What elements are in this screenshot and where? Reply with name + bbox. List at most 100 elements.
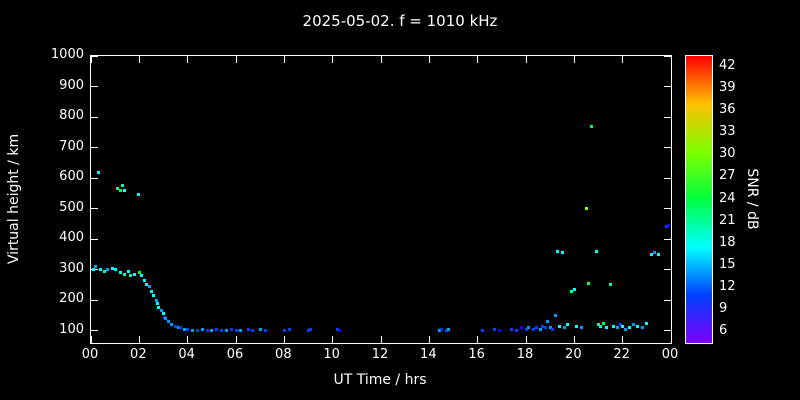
x-tick-mark <box>477 336 479 343</box>
data-point <box>605 326 609 330</box>
x-tick-mark <box>525 56 527 63</box>
x-tick-mark <box>573 336 575 343</box>
data-point <box>531 327 535 331</box>
data-point <box>182 327 186 331</box>
data-point <box>447 327 451 331</box>
x-tick-mark <box>573 56 575 63</box>
plot-area <box>90 55 672 344</box>
data-point <box>220 329 223 333</box>
data-point <box>142 278 146 282</box>
data-point <box>551 327 555 331</box>
x-tick-mark <box>380 56 382 63</box>
data-point <box>157 306 161 310</box>
colorbar-tick-label: 15 <box>719 256 736 272</box>
colorbar-tick-label: 18 <box>719 234 736 250</box>
data-point <box>106 268 110 272</box>
data-point <box>481 329 484 333</box>
data-point <box>210 329 214 333</box>
chart-title: 2025-05-02. f = 1010 kHz <box>302 12 498 30</box>
data-point <box>174 324 178 328</box>
y-tick-label: 400 <box>59 230 84 246</box>
data-point <box>126 269 130 273</box>
data-point <box>570 289 574 293</box>
data-point <box>137 271 141 275</box>
data-point <box>123 188 127 192</box>
data-point <box>170 323 174 327</box>
data-point <box>186 327 190 331</box>
x-tick-label: 22 <box>613 347 630 362</box>
data-point <box>166 320 170 324</box>
data-point <box>444 329 448 333</box>
x-tick-mark <box>525 336 527 343</box>
y-tick-mark <box>664 177 671 179</box>
data-point <box>205 329 209 333</box>
data-point <box>558 324 562 328</box>
data-point <box>599 324 603 328</box>
x-tick-mark <box>332 336 334 343</box>
y-tick-mark <box>91 299 98 301</box>
data-point <box>541 324 545 328</box>
data-point <box>553 314 557 318</box>
x-tick-mark <box>235 56 237 63</box>
data-point <box>514 329 518 333</box>
colorbar-tick-label: 6 <box>719 322 728 338</box>
y-tick-mark <box>664 147 671 149</box>
data-point <box>129 274 133 278</box>
data-point <box>111 266 115 270</box>
data-point <box>609 283 613 287</box>
data-point <box>258 327 262 331</box>
x-tick-mark <box>670 56 672 63</box>
data-point <box>623 327 627 331</box>
y-tick-label: 300 <box>59 260 84 276</box>
data-point <box>572 288 576 292</box>
data-point <box>118 271 122 275</box>
y-tick-mark <box>91 86 98 88</box>
y-tick-label: 900 <box>59 77 84 93</box>
x-tick-label: 00 <box>661 347 679 362</box>
data-point <box>136 193 140 197</box>
y-tick-mark <box>91 116 98 118</box>
colorbar-tick-label: 33 <box>719 124 736 140</box>
data-point <box>667 223 671 227</box>
data-point <box>178 326 182 330</box>
data-point <box>611 324 615 328</box>
x-tick-label: 06 <box>226 347 244 362</box>
data-point <box>657 252 661 256</box>
y-tick-mark <box>664 269 671 271</box>
y-tick-label: 600 <box>59 169 84 185</box>
x-tick-mark <box>428 56 430 63</box>
x-tick-mark <box>380 336 382 343</box>
data-point <box>594 249 598 253</box>
data-point <box>96 170 100 174</box>
colorbar-tick-label: 30 <box>719 146 736 162</box>
colorbar-tick-label: 12 <box>719 278 736 294</box>
data-point <box>632 323 636 327</box>
data-point <box>307 329 310 333</box>
x-tick-mark <box>90 56 92 63</box>
data-point <box>145 283 149 287</box>
colorbar-tick-label: 21 <box>719 212 736 228</box>
data-point <box>162 312 165 316</box>
data-point <box>526 326 530 330</box>
data-point <box>628 326 632 330</box>
x-tick-mark <box>138 336 140 343</box>
data-point <box>597 323 600 327</box>
x-tick-mark <box>477 56 479 63</box>
data-point <box>159 309 163 313</box>
data-point <box>147 285 151 289</box>
x-tick-mark <box>138 56 140 63</box>
y-tick-label: 800 <box>59 108 84 124</box>
x-tick-mark <box>235 336 237 343</box>
data-point <box>548 326 552 330</box>
data-point <box>91 268 95 272</box>
y-tick-mark <box>91 177 98 179</box>
data-point <box>224 329 228 333</box>
data-point <box>575 324 579 328</box>
x-tick-mark <box>332 56 334 63</box>
x-tick-label: 18 <box>516 347 534 362</box>
data-point <box>640 326 644 330</box>
colorbar-tick-label: 24 <box>719 190 736 206</box>
x-tick-label: 08 <box>275 347 292 362</box>
x-tick-mark <box>670 336 672 343</box>
y-tick-label: 1000 <box>50 47 84 62</box>
